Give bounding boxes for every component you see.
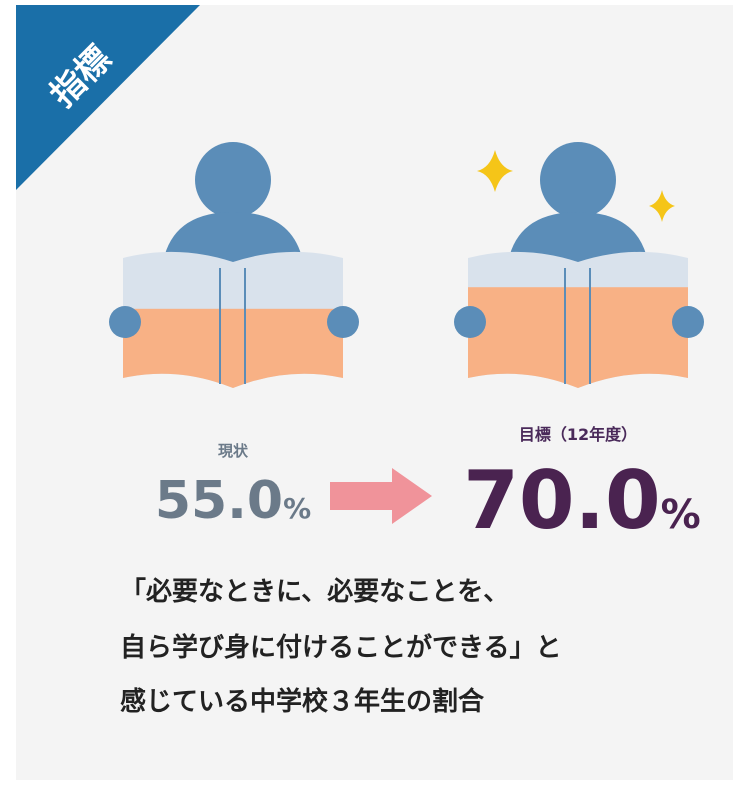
head [540,142,616,218]
hand [327,306,359,338]
caption-line: 感じている中学校３年生の割合 [120,686,485,717]
sparkle [649,190,675,222]
hand [109,306,141,338]
value: 70.0 [463,454,660,547]
sparkle [477,150,513,192]
caption-line: 「必要なときに、必要なことを、 [120,576,509,607]
target-value: 70.0% [463,454,700,547]
card [16,5,733,780]
hand [454,306,486,338]
unit: % [283,492,311,525]
shoulders [163,212,303,262]
hand [672,306,704,338]
value: 55.0 [155,471,283,531]
unit: % [661,492,701,538]
badge [16,5,200,190]
fill-level [468,287,688,388]
shoulders [508,212,648,262]
caption-line: 自ら学び身に付けることができる」と [120,632,561,663]
arrow [330,468,432,524]
book [468,251,688,388]
book [123,251,343,388]
target-label: 目標（12年度） [519,425,637,444]
current-value: 55.0% [155,471,311,531]
head [195,142,271,218]
current-label: 現状 [218,442,249,460]
